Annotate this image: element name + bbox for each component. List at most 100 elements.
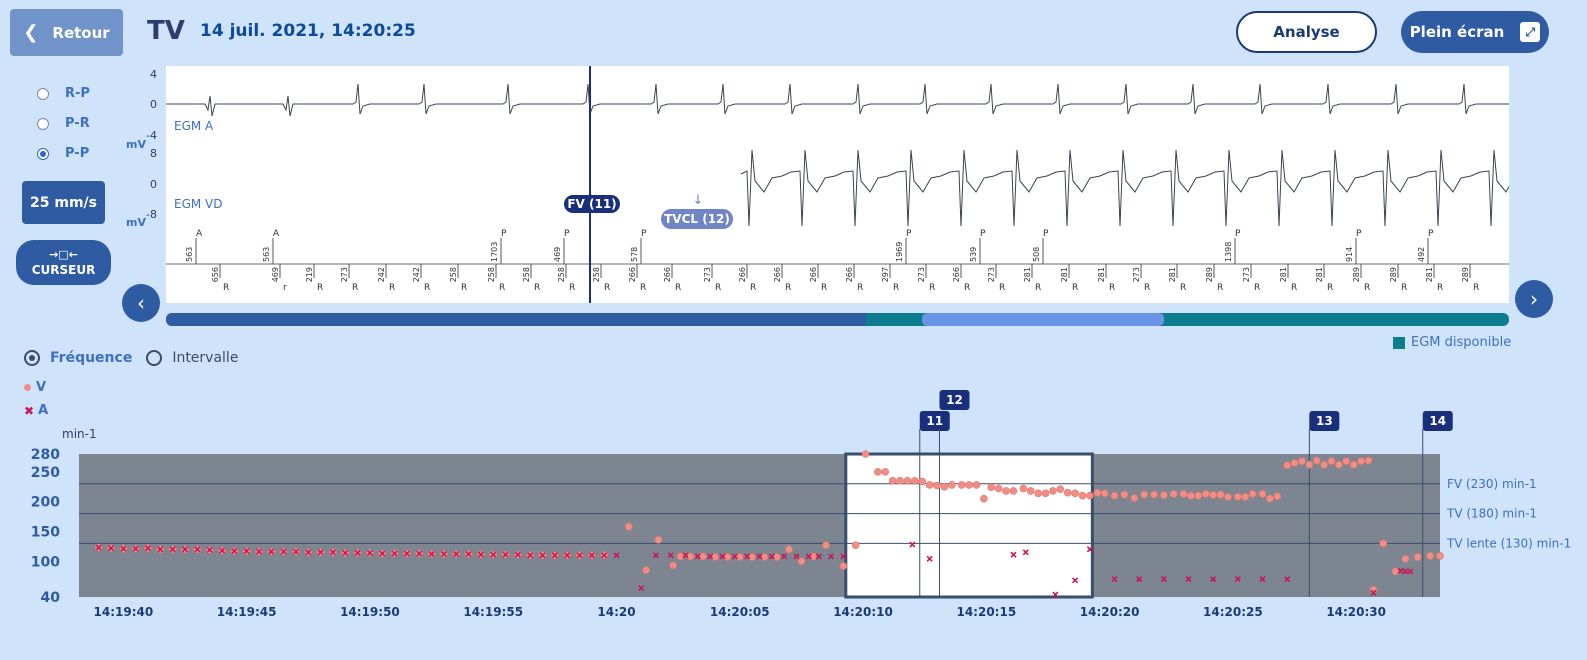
- radio-interval-pp[interactable]: P-P: [37, 146, 89, 161]
- radio-indicator[interactable]: [37, 147, 49, 160]
- legend-a-label: A: [38, 403, 49, 418]
- a-point: [255, 548, 263, 555]
- analyse-button[interactable]: Analyse: [1236, 11, 1377, 53]
- marker-type: R: [1401, 283, 1407, 293]
- radio-indicator[interactable]: [37, 87, 49, 100]
- v-point: [1179, 490, 1188, 498]
- legend-v: V: [24, 380, 46, 395]
- episode-datetime: 14 juil. 2021, 14:20:25: [200, 21, 416, 41]
- marker-value: 266: [773, 267, 782, 282]
- marker-type: R: [999, 283, 1005, 293]
- marker-value: 289: [1352, 267, 1361, 282]
- episode-flag-box[interactable]: [1422, 411, 1453, 431]
- zone-label: TV (180) min-1: [1446, 507, 1537, 521]
- a-point: [329, 549, 337, 556]
- a-point: [576, 552, 583, 559]
- marker-type: P: [1428, 229, 1434, 239]
- v-point: [642, 566, 650, 574]
- v-point: [1041, 489, 1050, 498]
- a-point: [132, 545, 139, 552]
- a-point: [613, 552, 620, 559]
- marker-type: R: [715, 283, 721, 293]
- egm-panel[interactable]: EGM A EGM VD A 563 A 563 P 1703 P 469 P 578 P 1969 P…: [166, 66, 1534, 303]
- x-tick-label: 14:20:05: [710, 605, 770, 619]
- v-point: [851, 541, 860, 549]
- v-point: [1110, 491, 1119, 500]
- y-tick-label: 100: [31, 554, 60, 570]
- v-point: [1160, 491, 1168, 499]
- a-point: [477, 551, 484, 558]
- v-point: [888, 477, 897, 485]
- v-point: [896, 477, 904, 485]
- marker-type: R: [424, 283, 430, 293]
- marker-type: R: [461, 283, 467, 293]
- episode-flag[interactable]: 14: [1422, 411, 1453, 431]
- episode-flag[interactable]: 13: [1309, 411, 1340, 431]
- v-point: [1305, 460, 1314, 469]
- radio-indicator[interactable]: [146, 350, 163, 366]
- egm-window[interactable]: [844, 452, 1094, 599]
- marker-value: 281: [1023, 267, 1032, 282]
- v-point: [1290, 459, 1299, 467]
- v-point: [1320, 460, 1328, 469]
- rate-chart[interactable]: min-1 FV (230) min-1 TV (180) min-1 TV lent…: [0, 385, 1587, 625]
- episode-flag-box[interactable]: [939, 390, 970, 410]
- a-point: [1111, 576, 1118, 583]
- radio-interval-rp[interactable]: R-P: [37, 86, 90, 101]
- a-point: [292, 548, 300, 555]
- episode-flag[interactable]: 12: [939, 390, 970, 410]
- a-point: [793, 553, 800, 560]
- v-point: [669, 561, 678, 570]
- v-point: [874, 468, 882, 476]
- prev-arrow-button[interactable]: ‹: [122, 284, 160, 322]
- marker-type: R: [1217, 283, 1223, 293]
- a-point: [1284, 576, 1291, 583]
- marker-value: 914: [1345, 247, 1354, 262]
- fullscreen-button[interactable]: Plein écran ⤢: [1401, 11, 1549, 53]
- v-point: [1071, 489, 1079, 498]
- marker-value: 242: [377, 267, 386, 282]
- a-point: [120, 545, 127, 552]
- tvcl-marker[interactable]: ↓ TVCL (12): [661, 193, 733, 229]
- fullscreen-label: Plein écran: [1409, 23, 1505, 41]
- episode-flag-box[interactable]: [1309, 411, 1340, 431]
- x-tick-label: 14:20:30: [1326, 605, 1386, 619]
- timeline-window-handle[interactable]: [922, 313, 1164, 326]
- a-point: [652, 552, 660, 559]
- marker-type: r: [283, 283, 287, 293]
- mode-interval[interactable]: Intervalle: [146, 350, 238, 366]
- marker-value: 273: [703, 267, 712, 282]
- v-point: [987, 483, 996, 492]
- a-point: [564, 552, 571, 559]
- a-point: [206, 546, 213, 553]
- v-point: [1056, 485, 1065, 493]
- v-point: [861, 450, 870, 458]
- marker-value: 563: [185, 247, 194, 262]
- back-button[interactable]: ❮ Retour: [10, 9, 123, 56]
- v-point: [1327, 457, 1336, 465]
- episode-flag[interactable]: 11: [919, 411, 950, 431]
- episode-flag-box[interactable]: [919, 411, 950, 431]
- mode-frequency[interactable]: Fréquence: [24, 350, 132, 366]
- episode-flag-label: 14: [1429, 414, 1446, 428]
- timeline-bar[interactable]: [166, 313, 1509, 326]
- marker-value: 289: [1205, 267, 1214, 282]
- v-point: [933, 481, 941, 490]
- next-arrow-button[interactable]: ›: [1515, 280, 1553, 318]
- v-point: [1093, 488, 1102, 497]
- a-point: [719, 553, 726, 560]
- fv-marker[interactable]: FV (11): [564, 195, 620, 213]
- radio-indicator[interactable]: [37, 117, 49, 130]
- a-point: [181, 546, 189, 553]
- cursor-button[interactable]: →□← CURSEUR: [16, 240, 111, 285]
- a-point: [539, 552, 546, 559]
- marker-type: R: [604, 283, 610, 293]
- mode-label: Fréquence: [50, 350, 133, 366]
- v-point: [940, 482, 949, 491]
- speed-button[interactable]: 25 mm/s: [22, 181, 105, 224]
- radio-interval-pr[interactable]: P-R: [37, 116, 90, 131]
- a-point: [428, 551, 435, 558]
- radio-indicator[interactable]: [24, 350, 40, 366]
- a-point: [1022, 549, 1029, 556]
- x-tick-label: 14:20:15: [956, 605, 1016, 619]
